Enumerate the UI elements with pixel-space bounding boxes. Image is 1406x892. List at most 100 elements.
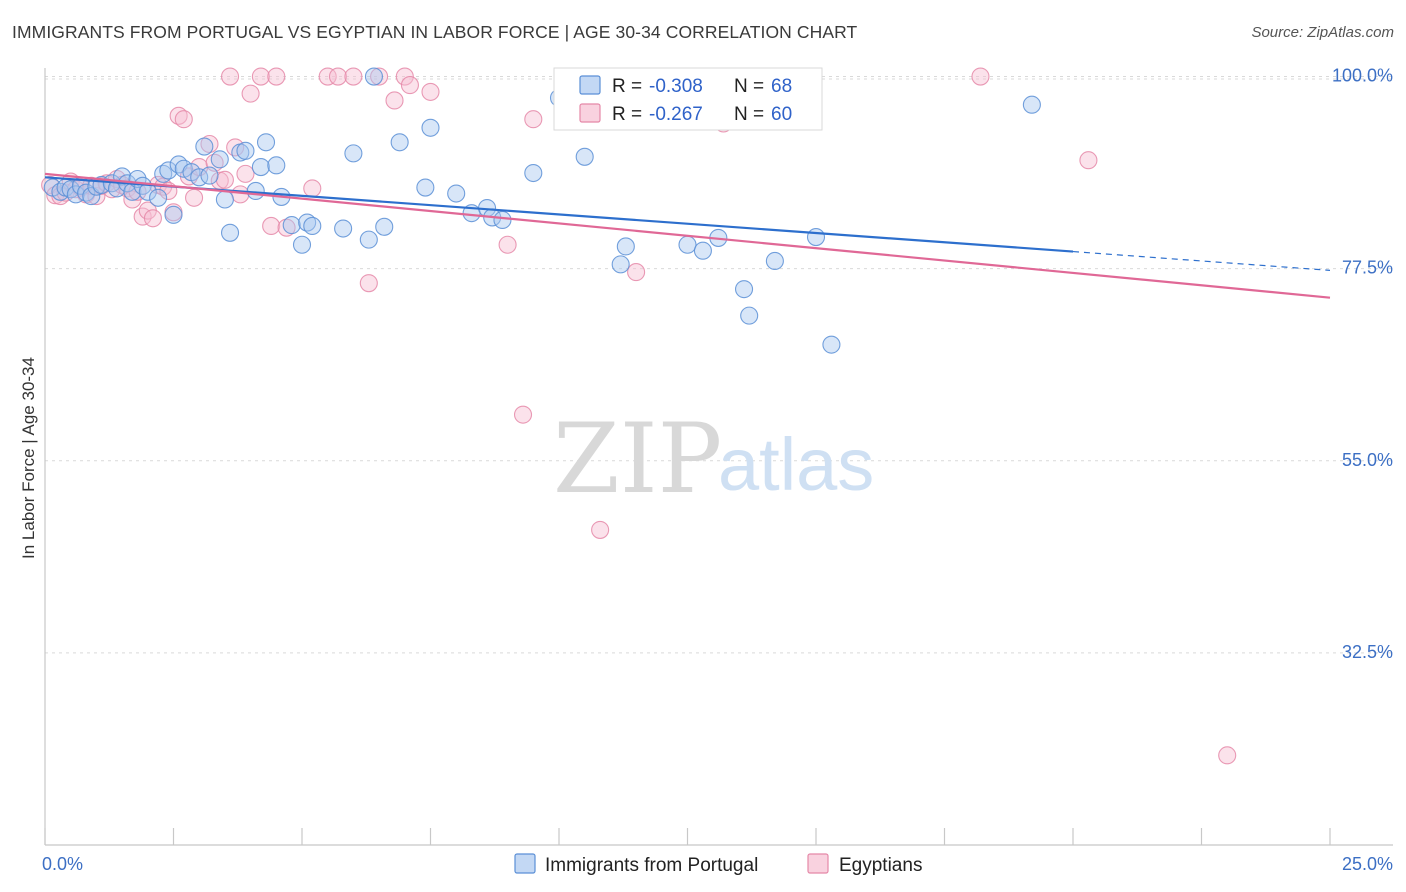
egypt-point-28 xyxy=(185,188,204,207)
egypt-point-20 xyxy=(143,209,162,228)
legend-n-label-2: N = xyxy=(734,104,764,125)
egypt-point-51 xyxy=(400,76,419,95)
portugal-point-67 xyxy=(822,335,841,354)
portugal-point-40 xyxy=(298,213,317,232)
egypt-point-42 xyxy=(277,218,296,237)
egypt-point-55 xyxy=(524,110,543,129)
portugal-point-27 xyxy=(200,166,219,185)
watermark-atlas: atlas xyxy=(718,423,874,506)
egypt-point-45 xyxy=(328,67,348,86)
legend-n-value-1: 68 xyxy=(771,76,792,97)
egypt-point-9 xyxy=(87,187,106,206)
portugal-point-36 xyxy=(267,156,286,175)
egypt-point-33 xyxy=(215,170,234,189)
portugal-point-55 xyxy=(524,163,543,183)
trend-lines xyxy=(44,172,1331,299)
egypt-point-40 xyxy=(262,216,281,236)
egypt-point-44 xyxy=(318,67,337,86)
portugal-point-33 xyxy=(246,181,265,201)
egypt-point-61 xyxy=(1218,746,1237,765)
egypt-point-30 xyxy=(200,134,219,154)
portugal-point-7 xyxy=(82,187,101,206)
egypt-point-47 xyxy=(359,274,378,293)
legend-r-label-1: R = xyxy=(612,76,642,97)
portugal-point-68 xyxy=(1022,95,1041,114)
bottom-legend: Immigrants from Portugal Egyptians xyxy=(514,853,922,876)
legend-r-label-2: R = xyxy=(612,104,642,125)
portugal-point-65 xyxy=(765,251,784,271)
portugal-point-39 xyxy=(292,235,312,254)
egypt-point-0 xyxy=(41,175,60,195)
portugal-point-57 xyxy=(575,147,594,166)
portugal-point-45 xyxy=(364,67,384,86)
egypt-point-25 xyxy=(169,106,188,125)
portugal-point-44 xyxy=(359,230,378,249)
portugal-point-6 xyxy=(77,183,96,202)
bottom-legend-label-egypt: Egyptians xyxy=(839,855,922,876)
portugal-point-54 xyxy=(493,210,512,230)
egypt-point-53 xyxy=(498,235,517,254)
portugal-point-43 xyxy=(344,144,363,163)
portugal-point-42 xyxy=(334,219,353,238)
egypt-point-26 xyxy=(174,110,193,129)
portugal-point-21 xyxy=(164,205,183,224)
egypt-point-56 xyxy=(591,520,610,539)
portugal-point-63 xyxy=(734,280,754,299)
portugal-point-26 xyxy=(195,137,214,156)
chart-source: Source: ZipAtlas.com xyxy=(1251,24,1394,41)
legend-box: R = -0.308 N = 68 R = -0.267 N = 60 xyxy=(553,67,823,131)
legend-n-label-1: N = xyxy=(734,76,764,97)
watermark: ZIP atlas xyxy=(553,403,874,515)
portugal-point-48 xyxy=(416,178,435,197)
bottom-legend-swatch-egypt xyxy=(807,853,829,874)
legend-swatch-portugal xyxy=(579,75,601,95)
egypt-point-43 xyxy=(303,179,322,198)
series-portugal-points xyxy=(43,67,1041,354)
legend-r-value-1: -0.308 xyxy=(649,76,703,97)
y-tick-label-1: 55.0% xyxy=(1342,450,1393,470)
tick-labels: 32.5% 55.0% 77.5% 100.0% 0.0% 25.0% xyxy=(42,66,1393,874)
portugal-point-19 xyxy=(154,164,173,183)
x-tick-label-0: 0.0% xyxy=(42,854,83,874)
egypt-point-37 xyxy=(236,164,255,183)
portugal-point-28 xyxy=(210,150,229,169)
bottom-legend-swatch-portugal xyxy=(514,853,536,874)
portugal-point-50 xyxy=(447,184,466,203)
egypt-point-49 xyxy=(385,91,404,110)
egypt-point-35 xyxy=(226,138,245,157)
portugal-point-59 xyxy=(616,237,635,256)
portugal-point-20 xyxy=(159,161,178,180)
portugal-point-46 xyxy=(375,217,394,236)
chart-title: IMMIGRANTS FROM PORTUGAL VS EGYPTIAN IN … xyxy=(12,22,858,42)
legend-r-value-2: -0.267 xyxy=(649,104,703,125)
egypt-point-41 xyxy=(267,67,286,86)
y-tick-label-2: 77.5% xyxy=(1342,258,1393,278)
portugal-point-3 xyxy=(61,180,80,199)
portugal-point-60 xyxy=(678,235,697,254)
y-axis-title: In Labor Force | Age 30-34 xyxy=(19,357,38,559)
portugal-point-64 xyxy=(740,306,759,325)
y-tick-label-3: 100.0% xyxy=(1332,66,1393,86)
portugal-point-49 xyxy=(421,118,440,137)
egypt-point-59 xyxy=(971,67,990,86)
trend-line-portugal-extension xyxy=(1072,250,1331,271)
portugal-point-35 xyxy=(256,133,276,152)
portugal-point-34 xyxy=(251,157,270,177)
egypt-point-57 xyxy=(627,263,646,282)
portugal-point-41 xyxy=(303,216,322,236)
trend-line-egypt xyxy=(44,172,1331,299)
x-tick-label-1: 25.0% xyxy=(1342,854,1393,874)
portugal-point-32 xyxy=(236,141,255,160)
egypt-point-38 xyxy=(241,84,260,103)
portugal-point-18 xyxy=(149,188,168,207)
egypt-point-48 xyxy=(370,67,389,86)
portugal-point-47 xyxy=(390,133,409,152)
grid-lines xyxy=(45,76,1393,654)
portugal-point-29 xyxy=(215,190,234,209)
legend-n-value-2: 60 xyxy=(771,104,792,125)
portugal-point-30 xyxy=(220,223,240,242)
portugal-point-58 xyxy=(611,255,630,274)
egypt-point-54 xyxy=(513,405,533,424)
egypt-point-39 xyxy=(251,67,270,86)
